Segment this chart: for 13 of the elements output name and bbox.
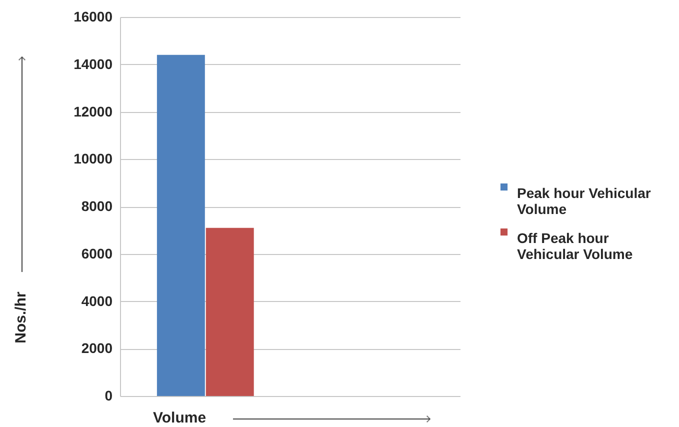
y-tick-label: 0	[104, 388, 113, 404]
y-axis-title: Nos./hr	[12, 292, 30, 344]
legend-label: Peak hour Vehicular Volume	[517, 185, 652, 217]
legend-label: Off Peak hour Vehicular Volume	[517, 230, 633, 262]
y-tick-label: 4000	[81, 292, 113, 309]
y-tick-label: 10000	[74, 150, 113, 167]
y-tick-label: 16000	[74, 8, 113, 24]
y-tick-label: 12000	[74, 103, 113, 120]
y-tick-label: 8000	[81, 198, 113, 214]
y-tick-label: 6000	[81, 245, 113, 262]
x-axis-title: Volume	[152, 410, 206, 426]
y-tick-label: 2000	[81, 340, 113, 356]
y-tick-label: 14000	[74, 56, 113, 72]
